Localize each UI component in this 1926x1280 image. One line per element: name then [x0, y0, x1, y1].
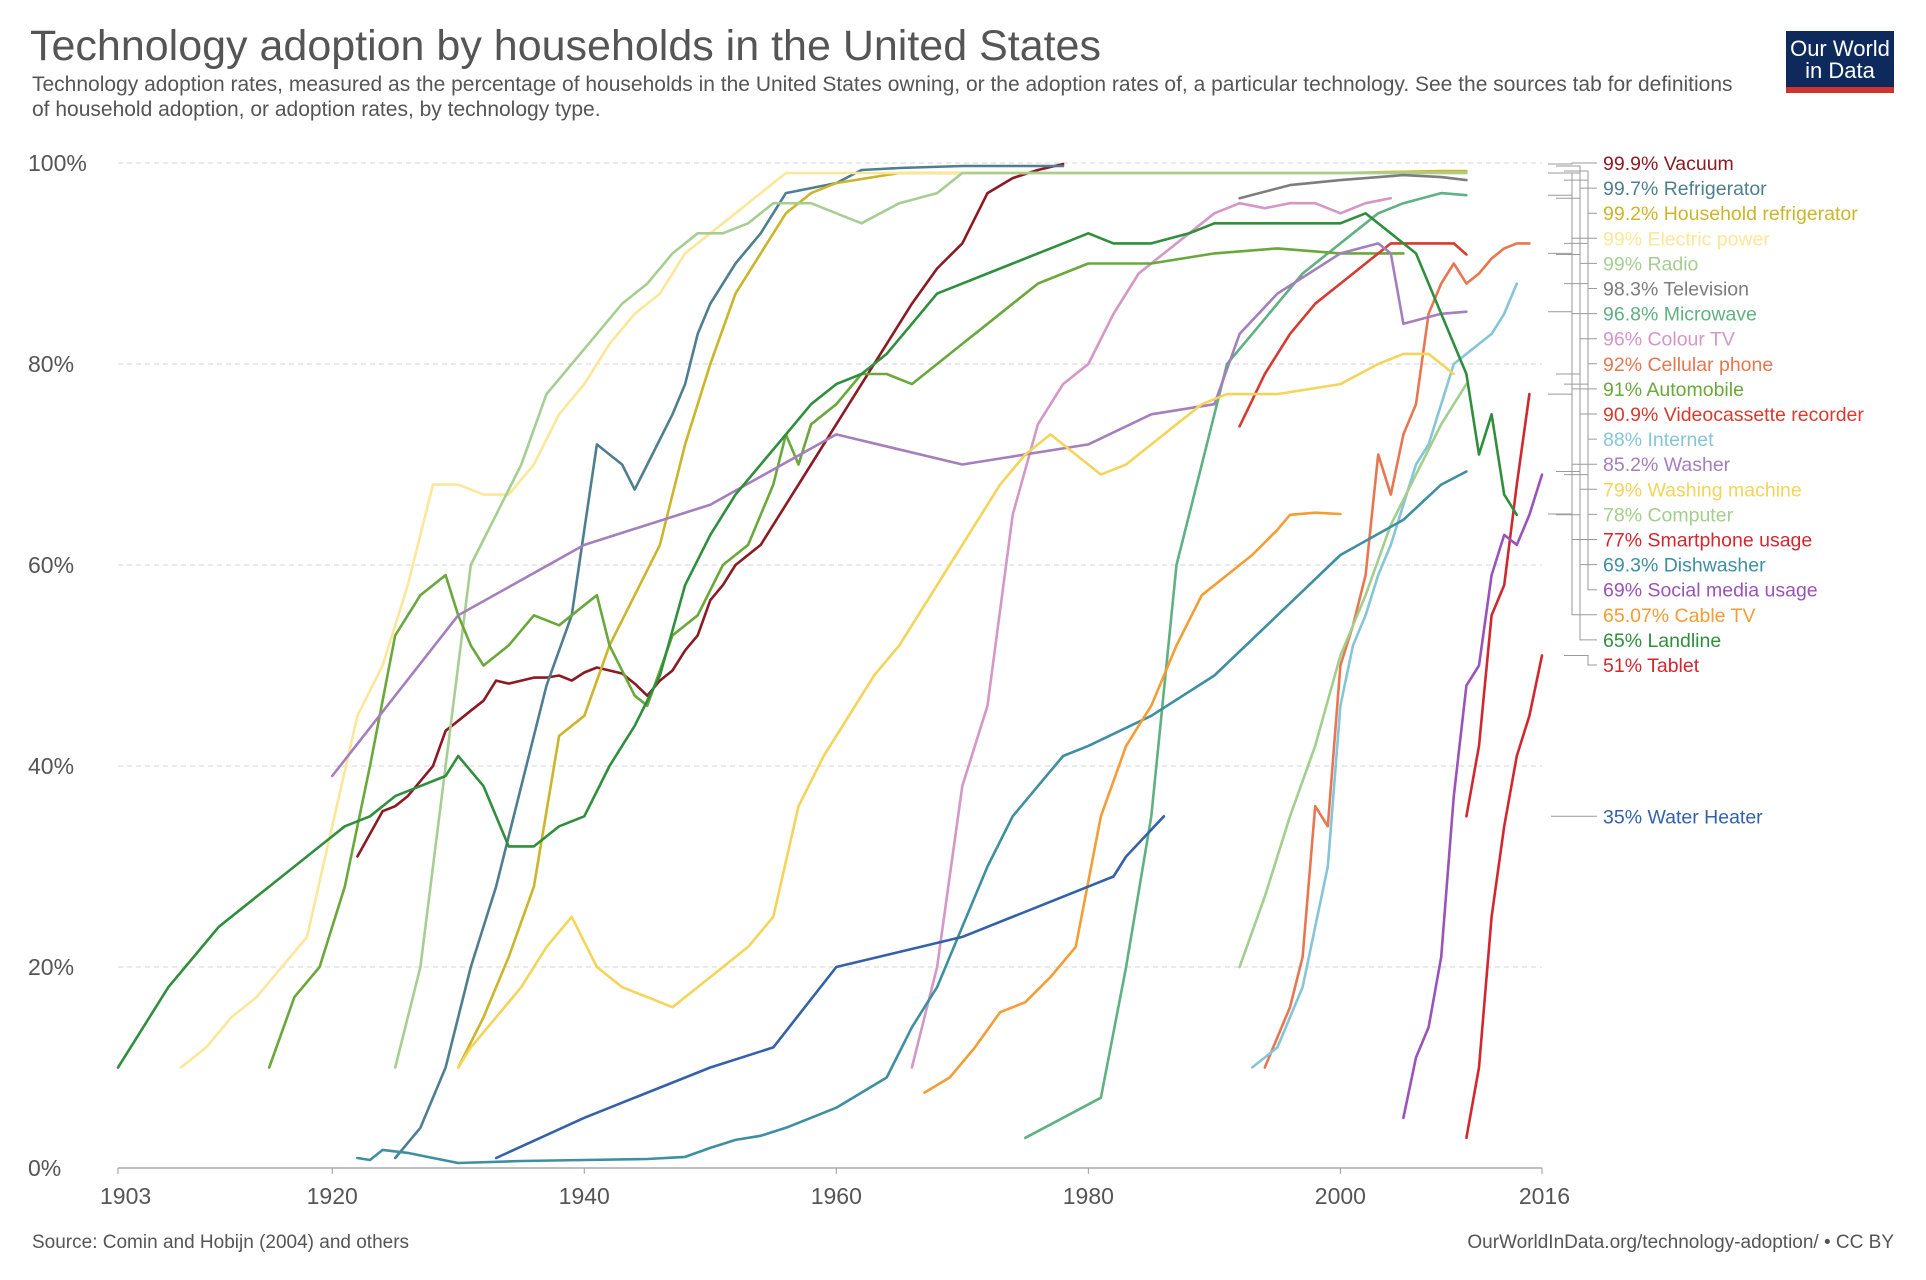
series-line-dishwasher[interactable] [356, 470, 1468, 1165]
legend-label-household-refrigerator[interactable]: 99.2% Household refrigerator [1603, 203, 1858, 225]
legend-label-dishwasher[interactable]: 69.3% Dishwasher [1603, 555, 1766, 577]
series-line-cable-tv[interactable] [923, 511, 1342, 1094]
legend-connector-dishwasher [1556, 471, 1597, 566]
series-line-social-media-usage[interactable] [1402, 473, 1544, 1120]
chart-title: Technology adoption by households in the… [30, 22, 1101, 70]
legend: 99.9% Vacuum 99.7% Refrigerator 99.2% Hous… [1548, 153, 1864, 828]
x-tick-label: 1980 [1063, 1183, 1114, 1209]
series-line-computer[interactable] [1238, 382, 1468, 969]
y-tick-label: 60% [28, 552, 74, 578]
series-lines [116, 162, 1544, 1165]
legend-label-automobile[interactable]: 91% Automobile [1603, 379, 1744, 401]
legend-connector-refrigerator [1556, 165, 1597, 189]
series-line-television[interactable] [1238, 173, 1468, 200]
legend-connector-radio [1556, 172, 1597, 264]
x-tick-label: 1940 [559, 1183, 610, 1209]
series-line-videocassette-recorder[interactable] [1238, 242, 1468, 428]
y-tick-label: 100% [28, 150, 87, 176]
legend-label-radio[interactable]: 99% Radio [1603, 253, 1699, 275]
legend-label-cable-tv[interactable]: 65.07% Cable TV [1603, 605, 1756, 627]
legend-label-refrigerator[interactable]: 99.7% Refrigerator [1603, 178, 1767, 200]
series-line-internet[interactable] [1250, 282, 1519, 1069]
legend-label-internet[interactable]: 88% Internet [1603, 429, 1714, 451]
legend-connector-videocassette-recorder [1556, 254, 1597, 415]
x-axis: 1903 1920 1940 1960 1980 2000 2016 [100, 1168, 1570, 1209]
owid-logo[interactable]: Our World in Data [1786, 31, 1894, 93]
legend-label-computer[interactable]: 78% Computer [1603, 504, 1734, 526]
legend-label-television[interactable]: 98.3% Television [1603, 279, 1749, 301]
series-line-radio[interactable] [393, 171, 1468, 1069]
series-line-vacuum[interactable] [356, 162, 1065, 858]
legend-connector-washing-machine [1556, 373, 1597, 490]
x-tick-label: 1903 [100, 1183, 151, 1209]
grid-lines [118, 162, 1542, 1169]
legend-connector-tablet [1564, 655, 1597, 666]
legend-label-smartphone-usage[interactable]: 77% Smartphone usage [1603, 530, 1812, 552]
legend-connector-computer [1564, 383, 1597, 515]
legend-label-cellular-phone[interactable]: 92% Cellular phone [1603, 354, 1773, 376]
legend-label-electric-power[interactable]: 99% Electric power [1603, 228, 1770, 250]
y-axis: 0% 20% 40% 60% 80% 100% [28, 150, 87, 1181]
series-line-tablet[interactable] [1465, 654, 1544, 1140]
legend-label-washer[interactable]: 85.2% Washer [1603, 454, 1731, 476]
legend-connector-colour-tv [1556, 197, 1597, 340]
series-line-smartphone-usage[interactable] [1465, 392, 1531, 818]
logo-line-2: in Data [1805, 58, 1875, 83]
legend-connector-smartphone-usage [1548, 393, 1597, 540]
legend-label-colour-tv[interactable]: 96% Colour TV [1603, 329, 1735, 351]
legend-connector-washer [1548, 311, 1597, 465]
source-url[interactable]: OurWorldInData.org/technology-adoption/ … [1467, 1232, 1894, 1253]
chart-subtitle: Technology adoption rates, measured as t… [32, 73, 1733, 121]
series-line-electric-power[interactable] [179, 171, 1468, 1069]
x-tick-label: 1920 [307, 1183, 358, 1209]
legend-label-social-media-usage[interactable]: 69% Social media usage [1603, 580, 1818, 602]
legend-connector-cable-tv [1548, 513, 1597, 616]
source-note: Source: Comin and Hobijn (2004) and othe… [32, 1232, 410, 1253]
series-line-colour-tv[interactable] [910, 196, 1393, 1069]
x-tick-label: 2000 [1315, 1183, 1366, 1209]
legend-connector-internet [1564, 283, 1597, 440]
legend-connector-vacuum [1548, 162, 1597, 165]
legend-connector-landline [1556, 514, 1597, 641]
legend-label-washing-machine[interactable]: 79% Washing machine [1603, 479, 1802, 501]
y-tick-label: 80% [28, 351, 74, 377]
series-line-cellular-phone[interactable] [1263, 242, 1531, 1069]
series-line-landline[interactable] [116, 212, 1519, 1069]
y-tick-label: 20% [28, 954, 74, 980]
legend-label-landline[interactable]: 65% Landline [1603, 630, 1721, 652]
x-tick-label: 1960 [811, 1183, 862, 1209]
legend-label-videocassette-recorder[interactable]: 90.9% Videocassette recorder [1603, 404, 1864, 426]
logo-line-1: Our World [1790, 36, 1890, 61]
logo-accent-bar [1786, 87, 1894, 93]
legend-label-vacuum[interactable]: 99.9% Vacuum [1603, 153, 1734, 175]
legend-connector-social-media-usage [1564, 474, 1597, 591]
series-line-washer[interactable] [330, 242, 1468, 778]
series-line-microwave[interactable] [1024, 191, 1468, 1140]
legend-label-water-heater[interactable]: 35% Water Heater [1603, 806, 1763, 828]
x-tick-label: 2016 [1519, 1183, 1570, 1209]
series-line-washing-machine[interactable] [456, 352, 1456, 1069]
series-line-automobile[interactable] [267, 247, 1405, 1069]
legend-label-tablet[interactable]: 51% Tablet [1603, 655, 1700, 677]
y-tick-label: 0% [28, 1155, 61, 1181]
series-line-water-heater[interactable] [494, 815, 1166, 1160]
legend-connector-television [1564, 179, 1597, 289]
y-tick-label: 40% [28, 753, 74, 779]
legend-label-microwave[interactable]: 96.8% Microwave [1603, 304, 1757, 326]
